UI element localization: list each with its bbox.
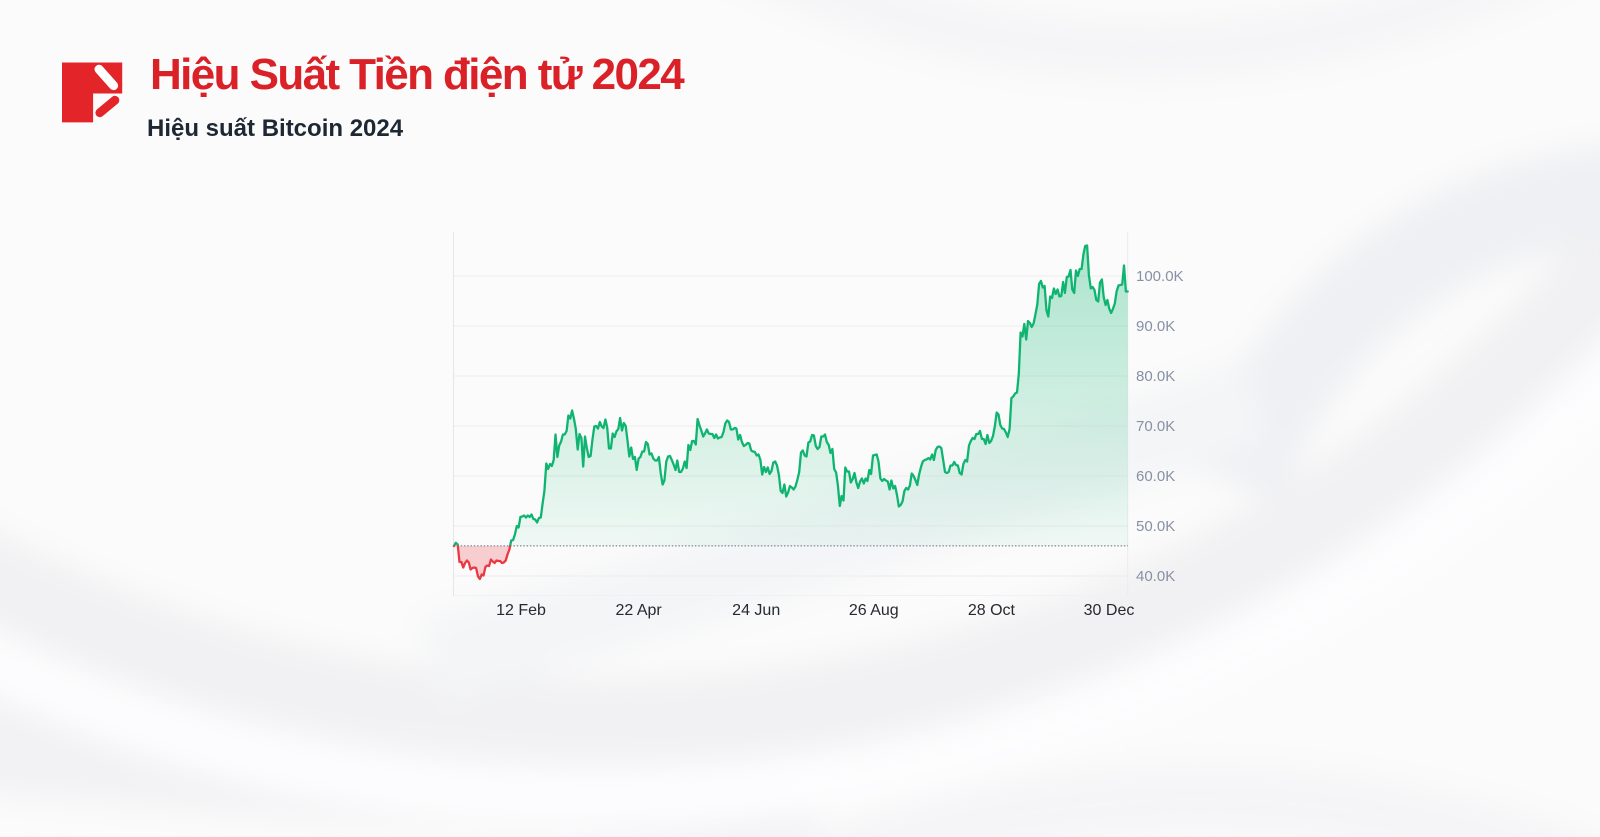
svg-text:100.0K: 100.0K <box>1136 268 1184 285</box>
svg-text:26 Aug: 26 Aug <box>849 602 899 619</box>
svg-text:22 Apr: 22 Apr <box>615 602 662 619</box>
svg-text:80.0K: 80.0K <box>1136 368 1175 385</box>
svg-text:50.0K: 50.0K <box>1136 518 1175 535</box>
svg-text:28 Oct: 28 Oct <box>968 602 1016 619</box>
svg-text:24 Jun: 24 Jun <box>732 602 780 619</box>
svg-text:60.0K: 60.0K <box>1136 468 1175 485</box>
svg-text:90.0K: 90.0K <box>1136 318 1175 335</box>
svg-text:30 Dec: 30 Dec <box>1084 602 1135 619</box>
svg-text:70.0K: 70.0K <box>1136 418 1175 435</box>
svg-text:40.0K: 40.0K <box>1136 568 1175 585</box>
svg-text:12 Feb: 12 Feb <box>496 602 546 619</box>
